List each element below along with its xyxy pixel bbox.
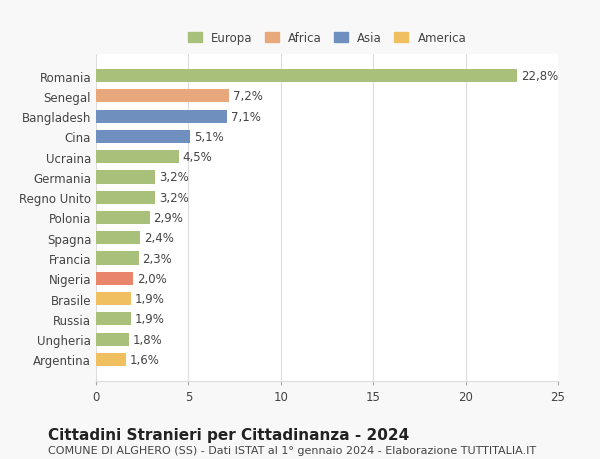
Text: 5,1%: 5,1% — [194, 131, 224, 144]
Bar — [96, 313, 131, 326]
Bar — [96, 353, 125, 366]
Text: 7,2%: 7,2% — [233, 90, 263, 103]
Text: 3,2%: 3,2% — [159, 191, 188, 204]
Text: Cittadini Stranieri per Cittadinanza - 2024: Cittadini Stranieri per Cittadinanza - 2… — [48, 427, 409, 442]
Text: 2,4%: 2,4% — [144, 232, 174, 245]
Text: 2,3%: 2,3% — [142, 252, 172, 265]
Text: 2,9%: 2,9% — [153, 212, 183, 224]
Bar — [96, 272, 133, 285]
Bar — [96, 333, 129, 346]
Text: 1,9%: 1,9% — [135, 292, 164, 305]
Text: COMUNE DI ALGHERO (SS) - Dati ISTAT al 1° gennaio 2024 - Elaborazione TUTTITALIA: COMUNE DI ALGHERO (SS) - Dati ISTAT al 1… — [48, 445, 536, 455]
Bar — [96, 252, 139, 265]
Text: 1,9%: 1,9% — [135, 313, 164, 325]
Text: 2,0%: 2,0% — [137, 272, 166, 285]
Bar — [96, 292, 131, 306]
Text: 1,6%: 1,6% — [129, 353, 159, 366]
Text: 3,2%: 3,2% — [159, 171, 188, 184]
Text: 1,8%: 1,8% — [133, 333, 163, 346]
Bar — [96, 70, 517, 83]
Bar — [96, 151, 179, 164]
Bar — [96, 212, 149, 224]
Text: 4,5%: 4,5% — [183, 151, 212, 164]
Bar — [96, 110, 227, 123]
Bar — [96, 191, 155, 204]
Bar — [96, 232, 140, 245]
Bar — [96, 171, 155, 184]
Bar — [96, 90, 229, 103]
Legend: Europa, Africa, Asia, America: Europa, Africa, Asia, America — [184, 28, 470, 48]
Text: 22,8%: 22,8% — [521, 70, 558, 83]
Bar — [96, 130, 190, 144]
Text: 7,1%: 7,1% — [231, 111, 261, 123]
